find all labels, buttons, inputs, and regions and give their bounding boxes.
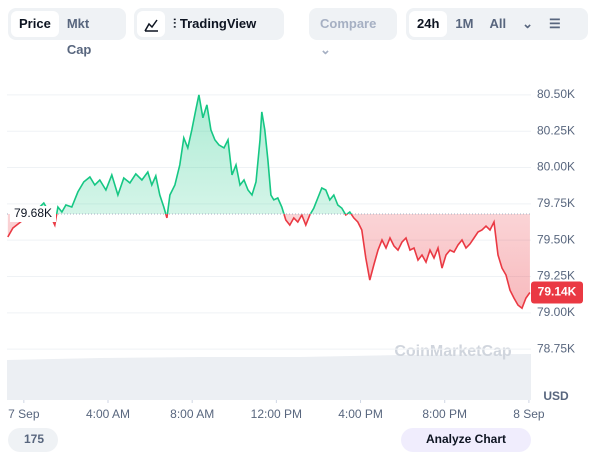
more[interactable]: ⌄ <box>522 16 533 31</box>
line-up <box>29 94 353 215</box>
y-tick-label: 78.75K <box>537 341 575 355</box>
compare[interactable]: Compare ⌄ <box>309 8 397 57</box>
y-tick-label: 80.00K <box>537 160 575 174</box>
badge-count: 175 <box>24 432 44 446</box>
tab[interactable]: Mkt Cap <box>66 16 92 57</box>
x-tick-label: 4:00 AM <box>86 407 130 421</box>
baseline-label: 79.68K <box>14 206 52 220</box>
x-tick-label: 8 Sep <box>513 407 545 421</box>
x-tick-label: 8:00 AM <box>170 407 214 421</box>
area-down <box>7 214 530 309</box>
analyze-label: Analyze Chart <box>426 432 506 446</box>
tradingview-label: TradingView <box>179 16 257 31</box>
x-tick-label: 7 Sep <box>8 407 40 421</box>
volume-area <box>7 354 531 400</box>
range[interactable]: 24h <box>409 11 448 37</box>
last-price-tag <box>531 281 583 304</box>
compare-text: Compare <box>320 16 377 31</box>
y-tick-label: 79.50K <box>537 232 575 246</box>
range[interactable]: 1M <box>455 16 474 31</box>
tradingview[interactable]: ⫶ TradingView <box>173 16 257 31</box>
y-tick-label: 80.50K <box>537 87 575 101</box>
x-tick-label: 8:00 PM <box>422 407 467 421</box>
compare-label: Compare ⌄ <box>320 16 377 57</box>
settings[interactable]: ☰ <box>549 16 561 31</box>
badge[interactable] <box>8 428 58 452</box>
chart-style: ⫶ TradingView <box>134 8 284 40</box>
x-tick-label: 12:00 PM <box>251 407 302 421</box>
range[interactable]: All <box>489 16 507 31</box>
watermark: CoinMarketCap <box>394 343 512 360</box>
analyze-button[interactable] <box>401 428 531 452</box>
baseline-label-bg <box>10 206 56 223</box>
tab[interactable]: Price <box>11 11 59 37</box>
y-tick-label: 79.75K <box>537 196 575 210</box>
line-down <box>7 214 531 310</box>
last-price-label: 79.14K <box>538 285 577 299</box>
area-up <box>7 94 530 215</box>
line-icon[interactable] <box>137 11 165 37</box>
ranges: 24h 1M All ⌄ ☰ <box>406 8 588 40</box>
x-tick-label: 4:00 PM <box>338 407 383 421</box>
price-tabs: Price Mkt Cap <box>8 8 126 57</box>
y-tick-label: 79.00K <box>537 305 575 319</box>
y-tick-label: 80.25K <box>537 123 575 137</box>
unit-label: USD <box>543 389 569 403</box>
y-tick-label: 79.25K <box>537 269 575 283</box>
